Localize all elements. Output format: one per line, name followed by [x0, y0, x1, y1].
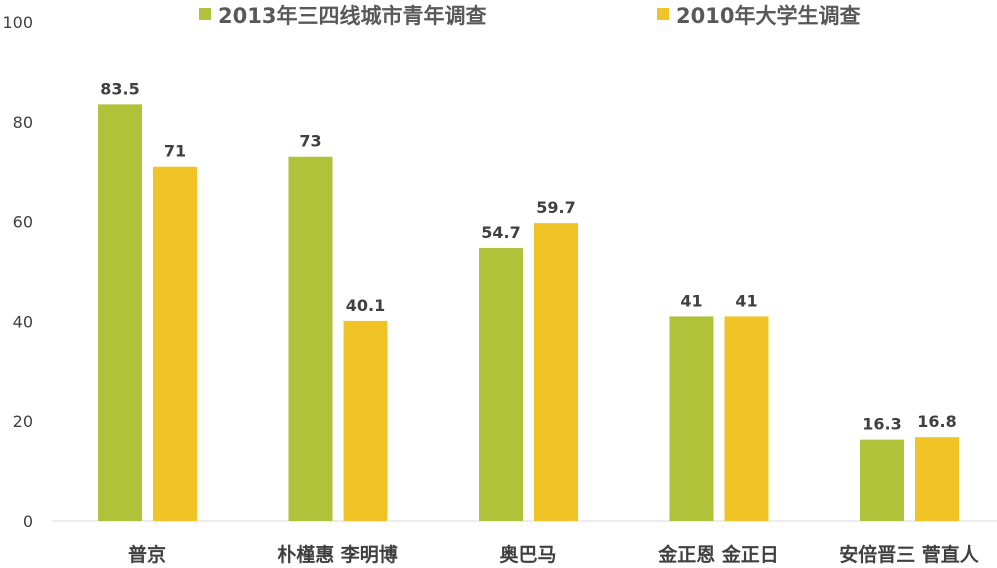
y-tick-label: 80	[13, 113, 33, 132]
data-label: 16.8	[917, 412, 956, 431]
data-label: 59.7	[536, 198, 575, 217]
data-label: 73	[299, 132, 321, 151]
data-label: 41	[735, 291, 757, 310]
legend-label-2013: 2013年三四线城市青年调查	[218, 4, 486, 28]
y-tick-label: 40	[13, 312, 33, 331]
y-tick-label: 20	[13, 412, 33, 431]
bar	[724, 316, 769, 521]
bar	[915, 437, 959, 521]
legend-swatch-2013	[199, 8, 211, 20]
bar	[288, 156, 333, 522]
bar	[98, 104, 142, 522]
category-label: 普京	[128, 543, 166, 566]
category-label: 金正恩 金正日	[657, 543, 779, 566]
data-label: 41	[680, 291, 702, 310]
bar	[153, 166, 197, 521]
bar	[860, 439, 904, 521]
bar	[669, 316, 714, 521]
category-label: 朴槿惠 李明博	[277, 543, 398, 566]
legend-label-2010: 2010年大学生调查	[676, 4, 860, 28]
category-label: 奥巴马	[499, 543, 556, 566]
bar	[479, 248, 523, 521]
bar	[343, 320, 388, 521]
y-tick-label: 100	[2, 13, 33, 32]
legend: 2013年三四线城市青年调查 2010年大学生调查	[199, 4, 860, 28]
data-label: 71	[164, 142, 186, 161]
bar	[534, 223, 578, 522]
legend-swatch-2010	[657, 8, 669, 20]
data-label: 16.3	[862, 415, 901, 434]
data-label: 83.5	[100, 79, 139, 98]
y-tick-label: 0	[23, 512, 33, 531]
category-label: 安倍晋三 菅直人	[839, 543, 980, 566]
y-tick-label: 60	[13, 213, 33, 232]
data-label: 40.1	[346, 296, 385, 315]
data-label: 54.7	[481, 223, 520, 242]
